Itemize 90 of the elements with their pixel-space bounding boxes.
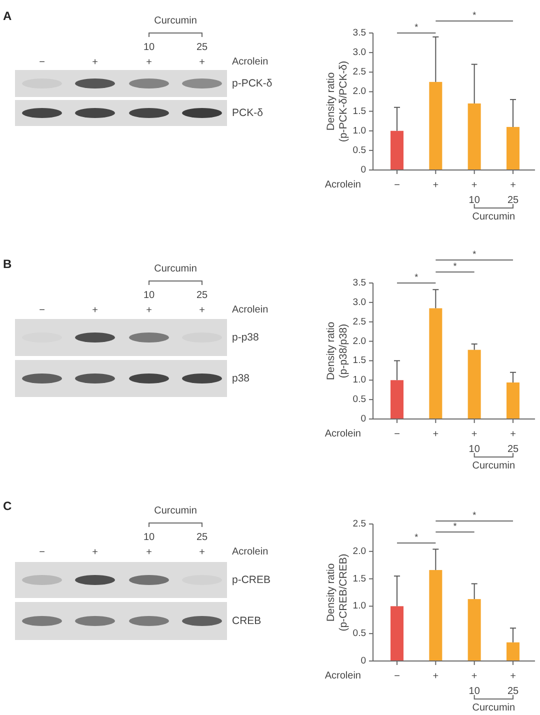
y-tick-label: 1.5 bbox=[352, 573, 366, 584]
bar bbox=[429, 308, 442, 419]
bar bbox=[468, 103, 481, 170]
y-tick-label: 1.0 bbox=[352, 600, 366, 612]
category-label: + bbox=[92, 304, 98, 316]
text: * bbox=[472, 510, 477, 520]
text: * bbox=[472, 10, 477, 20]
y-tick-label: 1.5 bbox=[352, 106, 366, 117]
y-axis-title: Density ratio (p-p38/p38) bbox=[324, 322, 350, 380]
bar bbox=[390, 130, 404, 170]
bar bbox=[506, 642, 520, 661]
x-axis-title: Acrolein bbox=[324, 180, 361, 191]
y-tick-label: 3.5 bbox=[352, 278, 366, 289]
y-tick-label: 2.0 bbox=[352, 336, 366, 347]
annotation: * bbox=[414, 532, 419, 542]
text: * bbox=[414, 272, 419, 282]
y-axis-title: Density ratio (p-CREB/CREB) bbox=[324, 554, 350, 632]
category-label: p-PCK-δ bbox=[232, 77, 272, 90]
text: A bbox=[3, 9, 12, 24]
x-tick-label: + bbox=[432, 180, 439, 191]
y-tick-label: 3.0 bbox=[352, 47, 366, 58]
x-tick-label: + 10 bbox=[468, 180, 480, 206]
category-label: PCK-δ bbox=[232, 106, 263, 119]
category-label: p-p38 bbox=[232, 331, 259, 344]
category-label: 25 + bbox=[196, 532, 208, 558]
y-tick-label: 3.5 bbox=[352, 28, 366, 39]
y-tick-label: 0 bbox=[360, 656, 366, 667]
bar bbox=[506, 382, 520, 419]
category-label: 10 + bbox=[143, 532, 155, 558]
text: C bbox=[3, 499, 12, 514]
bar bbox=[506, 126, 520, 170]
x-axis-title: Acrolein bbox=[324, 428, 361, 440]
x-tick-label: + bbox=[432, 428, 439, 440]
x-tick-label: + 25 bbox=[507, 670, 519, 697]
bar bbox=[390, 380, 404, 419]
text: * bbox=[414, 22, 419, 32]
x-tick-label: + bbox=[432, 670, 439, 682]
y-tick-label: 2.0 bbox=[352, 546, 366, 557]
y-tick-label: 1.0 bbox=[352, 374, 366, 386]
text: Curcumin bbox=[154, 264, 197, 275]
text: Curcumin bbox=[472, 212, 516, 223]
y-tick-label: 2.5 bbox=[352, 66, 366, 78]
category-label: + bbox=[92, 546, 98, 558]
y-tick-label: 2.0 bbox=[352, 86, 366, 98]
x-tick-label: − bbox=[394, 180, 400, 191]
text: Acrolein bbox=[232, 304, 268, 316]
text: Curcumin bbox=[154, 506, 197, 517]
category-label: − bbox=[39, 56, 46, 68]
y-tick-label: 1.0 bbox=[352, 125, 366, 136]
text: B bbox=[3, 257, 12, 272]
text: Acrolein bbox=[232, 546, 268, 558]
category-label: 25 + bbox=[196, 42, 208, 68]
bar bbox=[468, 599, 481, 661]
category-label: 10 + bbox=[143, 42, 155, 68]
y-tick-label: 0 bbox=[360, 164, 366, 176]
category-label: + bbox=[92, 56, 98, 68]
text: * bbox=[453, 261, 458, 271]
text: Acrolein bbox=[232, 56, 268, 68]
y-tick-label: 0.5 bbox=[352, 144, 366, 156]
x-tick-label: + 10 bbox=[468, 670, 480, 697]
category-label: CREB bbox=[232, 614, 262, 627]
y-tick-label: 3.0 bbox=[352, 296, 366, 308]
y-tick-label: 1.5 bbox=[352, 355, 366, 366]
bar bbox=[390, 606, 404, 661]
y-tick-label: 0.5 bbox=[352, 394, 366, 406]
y-axis-title: Density ratio (p-PCK-δ/PCK-δ) bbox=[324, 60, 350, 142]
y-tick-label: 0 bbox=[360, 414, 366, 425]
bar bbox=[429, 570, 442, 661]
category-label: − bbox=[39, 304, 46, 316]
category-label: 10 + bbox=[143, 290, 155, 316]
text: Curcumin bbox=[472, 702, 516, 714]
category-label: 25 + bbox=[196, 290, 208, 316]
x-axis-title: Acrolein bbox=[324, 670, 361, 682]
y-tick-label: 0.5 bbox=[352, 628, 366, 640]
text: Curcumin bbox=[472, 460, 516, 472]
category-label: p-CREB bbox=[232, 574, 271, 586]
x-tick-label: + 25 bbox=[507, 428, 519, 455]
x-tick-label: + 25 bbox=[507, 180, 519, 206]
y-tick-label: 2.5 bbox=[352, 316, 366, 328]
category-label: p38 bbox=[232, 372, 250, 384]
x-tick-label: − bbox=[394, 670, 400, 682]
bar bbox=[429, 82, 442, 170]
text: * bbox=[472, 249, 477, 259]
category-label: − bbox=[39, 546, 46, 558]
annotation: * bbox=[453, 521, 458, 531]
bar bbox=[468, 350, 481, 419]
x-tick-label: − bbox=[394, 428, 400, 440]
y-tick-label: 2.5 bbox=[352, 518, 366, 530]
x-tick-label: + 10 bbox=[468, 428, 480, 455]
text: Curcumin bbox=[154, 16, 197, 27]
